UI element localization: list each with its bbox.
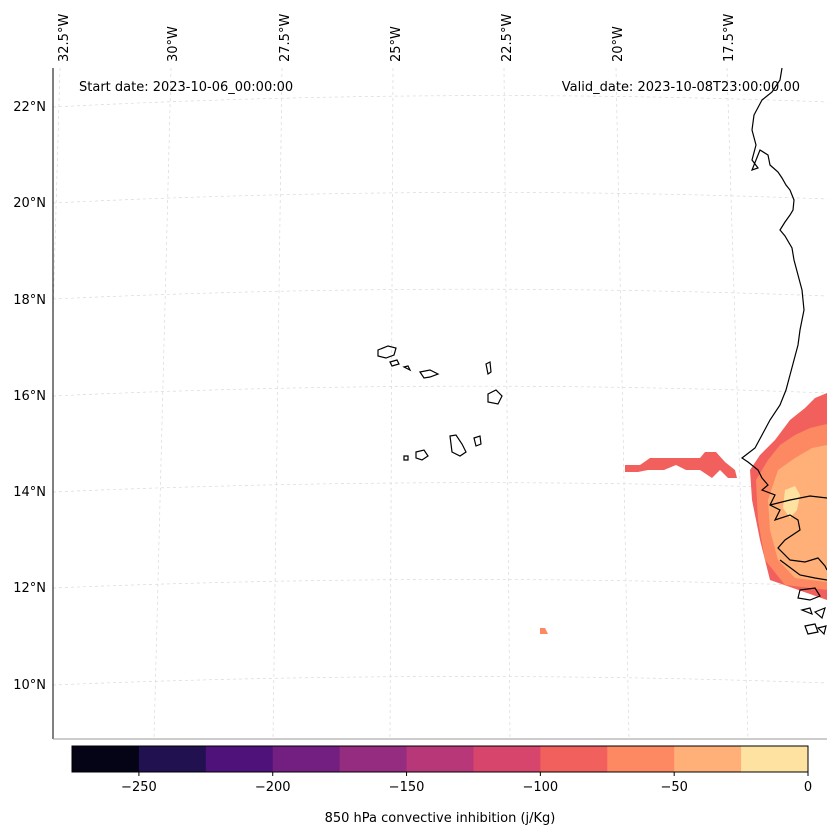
cin-field	[540, 393, 827, 634]
coast-segment-south	[779, 559, 827, 581]
colorbar-tick-label: −150	[389, 780, 425, 795]
colorbar-swatch	[138, 746, 207, 772]
colorbar-swatch	[406, 746, 474, 772]
gambia-river	[769, 495, 827, 506]
colorbar-swatch	[205, 746, 274, 772]
colorbar-label: 850 hPa convective inhibition (j/Kg)	[325, 811, 556, 826]
colorbar-swatch	[72, 746, 140, 772]
lon-label-30w: 30°W	[166, 26, 181, 62]
lon-label-27-5w: 27.5°W	[278, 14, 293, 62]
island-boa-vista	[487, 389, 503, 405]
colorbar-swatch	[272, 746, 341, 772]
valid-date-text: Valid_date: 2023-10-08T23:00:00.00	[562, 80, 800, 95]
island-sal	[485, 361, 492, 375]
colorbar-swatch	[674, 746, 742, 772]
colorbar-tick-label: −250	[121, 780, 157, 795]
lat-label-14n: 14°N	[13, 485, 46, 500]
start-date-text: Start date: 2023-10-06_00:00:00	[79, 80, 293, 95]
graticule-parallels	[53, 95, 827, 686]
colorbar-tick-label: 0	[804, 780, 812, 795]
colorbar-border	[71, 745, 809, 773]
coastlines	[740, 68, 827, 636]
cin-band-minus-50	[768, 445, 827, 582]
lon-label-20w: 20°W	[611, 26, 626, 62]
island-santo-antao	[377, 345, 397, 359]
lat-label-18n: 18°N	[13, 293, 46, 308]
lat-label-22n: 22°N	[13, 100, 46, 115]
colorbar-swatch	[607, 746, 675, 772]
island-santa-luzia	[402, 365, 412, 372]
lat-label-16n: 16°N	[13, 389, 46, 404]
colorbar: −250 −200 −150 −100 −50 0	[71, 745, 812, 795]
colorbar-swatch	[473, 746, 541, 772]
cin-band-minus-25	[783, 486, 800, 518]
island-fogo	[415, 449, 429, 461]
cin-small-patch	[540, 628, 548, 634]
longitude-labels: 32.5°W 30°W 27.5°W 25°W 22.5°W 20°W 17.5…	[57, 14, 737, 62]
cin-band-minus-100	[625, 452, 737, 478]
colorbar-tick-label: −50	[660, 780, 687, 795]
africa-coastline	[740, 68, 827, 571]
graticule-meridians	[53, 68, 749, 739]
lat-label-20n: 20°N	[13, 196, 46, 211]
colorbar-swatch	[741, 746, 809, 772]
lon-label-25w: 25°W	[389, 26, 404, 62]
lon-label-22-5w: 22.5°W	[500, 14, 515, 62]
island-santiago	[449, 434, 467, 457]
island-sao-nicolau	[419, 369, 440, 379]
guinea-bissau-islands	[797, 587, 827, 636]
colorbar-tick-label: −100	[523, 780, 559, 795]
cape-verde-islands	[377, 345, 503, 461]
colorbar-swatch	[540, 746, 608, 772]
island-maio	[473, 435, 482, 447]
lon-label-32-5w: 32.5°W	[57, 14, 72, 62]
colorbar-tick-label: −200	[255, 780, 291, 795]
map-area	[52, 68, 827, 740]
latitude-labels: 22°N 20°N 18°N 16°N 14°N 12°N 10°N	[13, 100, 46, 693]
island-sao-vicente	[389, 359, 400, 367]
lat-label-12n: 12°N	[13, 581, 46, 596]
colorbar-swatch	[339, 746, 408, 772]
lat-label-10n: 10°N	[13, 678, 46, 693]
lon-label-17-5w: 17.5°W	[722, 14, 737, 62]
island-brava	[403, 455, 409, 461]
